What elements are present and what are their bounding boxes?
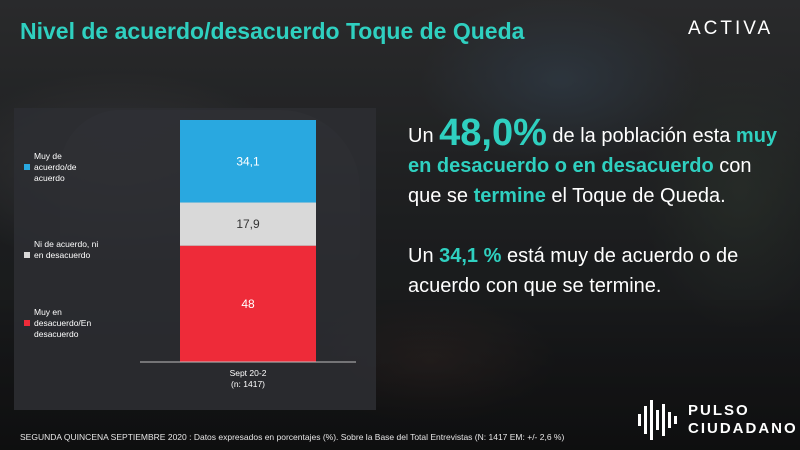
legend-swatch-1	[24, 164, 30, 170]
legend-label-2: Ni de acuerdo, ni en desacuerdo	[34, 239, 98, 260]
data-label-2: 17,9	[236, 217, 260, 231]
highlight-disagree: muy en desacuerdo o en desacuerdo	[408, 125, 778, 177]
legend-line: en desacuerdo	[34, 250, 91, 260]
legend-label-3: Muy en desacuerdo/En desacuerdo	[34, 307, 91, 339]
legend-swatch-2	[24, 252, 30, 258]
logo-wordmark: PULSO CIUDADANO	[688, 402, 798, 437]
legend-line: acuerdo/de	[34, 162, 77, 172]
data-label-3: 48	[241, 297, 255, 311]
highlight-percentage: 48,0%	[439, 112, 547, 154]
highlight-agree: 34,1 %	[439, 245, 502, 267]
x-tick-line: (n: 1417)	[231, 379, 265, 389]
bar-segment-3	[180, 245, 316, 362]
footer-note: SEGUNDA QUINCENA SEPTIEMBRE 2020 : Datos…	[20, 432, 565, 442]
legend-swatch-3	[24, 320, 30, 326]
legend-line: Ni de acuerdo, ni	[34, 239, 98, 249]
bar-segment-1	[180, 120, 316, 203]
pulse-bars-icon	[638, 400, 677, 440]
legend-line: Muy de	[34, 151, 62, 161]
narrative-text: Un 48,0% de la población esta muy en des…	[408, 112, 788, 301]
x-tick-line: Sept 20-2	[230, 368, 267, 378]
legend-line: Muy en	[34, 307, 62, 317]
narrative-paragraph-1: Un 48,0% de la población esta muy en des…	[408, 112, 778, 207]
brand-logo: ACTIVA	[688, 18, 774, 39]
highlight-termine: termine	[473, 185, 546, 207]
bar-segment-2	[180, 202, 316, 246]
x-tick-label: Sept 20-2 (n: 1417)	[230, 368, 267, 389]
data-label-1: 34,1	[236, 154, 260, 168]
legend-label-1: Muy de acuerdo/de acuerdo	[34, 151, 77, 183]
page-title: Nivel de acuerdo/desacuerdo Toque de Que…	[20, 18, 525, 44]
legend-line: desacuerdo	[34, 329, 79, 339]
narrative-paragraph-2: Un 34,1 % está muy de acuerdo o de acuer…	[408, 245, 739, 297]
legend-line: desacuerdo/En	[34, 318, 91, 328]
legend-line: acuerdo	[34, 173, 65, 183]
